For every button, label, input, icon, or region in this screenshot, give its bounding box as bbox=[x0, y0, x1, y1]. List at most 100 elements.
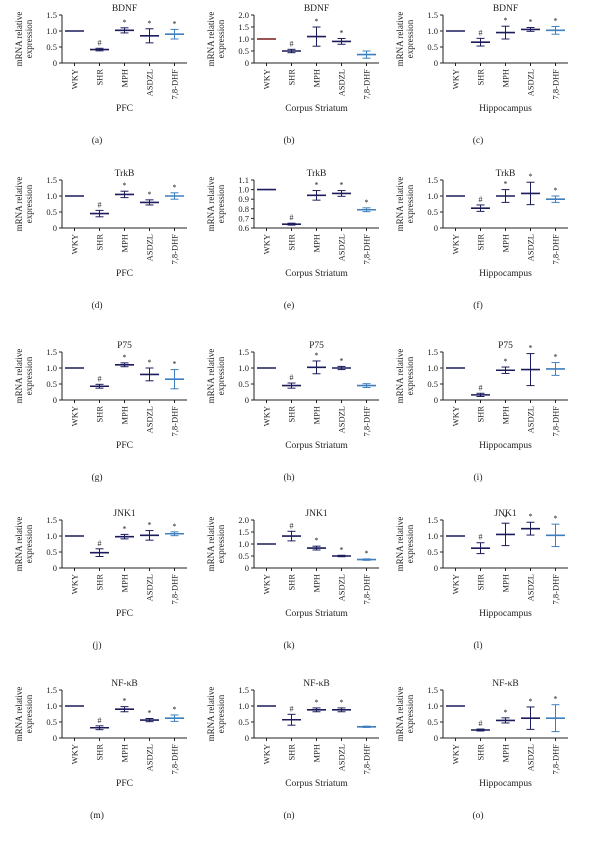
y-axis-label-line2: expression bbox=[405, 694, 415, 733]
significance-hash: # bbox=[290, 521, 294, 530]
significance-star: * bbox=[504, 513, 508, 522]
y-tick-label: 1.5 bbox=[238, 22, 249, 32]
x-tick-label: 7,8-DHF bbox=[170, 574, 180, 605]
y-tick-label: 1.5 bbox=[46, 175, 57, 185]
y-tick-label: 0.5 bbox=[46, 547, 57, 557]
significance-star: * bbox=[173, 522, 177, 531]
significance-star: * bbox=[529, 697, 533, 706]
x-tick-label: MPH bbox=[120, 574, 130, 592]
x-tick-label: 7,8-DHF bbox=[551, 234, 561, 265]
y-axis-label-line1: mRNA relative bbox=[395, 687, 405, 742]
y-tick-label: 0 bbox=[434, 58, 438, 68]
x-tick-label: SHR bbox=[95, 744, 105, 761]
significance-star: * bbox=[554, 353, 558, 362]
panel-title: P75 bbox=[117, 341, 132, 351]
x-axis-title: PFC bbox=[116, 609, 133, 619]
y-axis-label-line2: expression bbox=[24, 694, 34, 733]
x-tick-label: 7,8-DHF bbox=[362, 406, 372, 437]
panel-label: (o) bbox=[472, 810, 483, 821]
x-tick-label: WKY bbox=[451, 406, 461, 426]
x-axis-title: Corpus Striatum bbox=[285, 441, 348, 451]
x-tick-label: SHR bbox=[476, 574, 486, 591]
y-tick-label: 2.0 bbox=[238, 10, 249, 20]
y-tick-label: 0.7 bbox=[238, 213, 249, 223]
x-tick-label: SHR bbox=[476, 744, 486, 761]
panel-label: (a) bbox=[92, 135, 103, 146]
y-tick-label: 1.5 bbox=[427, 685, 438, 695]
panel-title: TrkB bbox=[496, 169, 516, 179]
significance-star: * bbox=[315, 351, 319, 360]
y-tick-label: 0.5 bbox=[238, 46, 249, 56]
significance-star: * bbox=[504, 708, 508, 717]
x-tick-label: WKY bbox=[451, 69, 461, 89]
panel-f: TrkB mRNA relativeexpression 0 0.5 1.0 1.5 WKY… bbox=[395, 169, 568, 311]
y-axis-label: mRNA relativeexpression bbox=[395, 177, 415, 232]
x-tick-label: SHR bbox=[476, 406, 486, 423]
y-axis-label-line1: mRNA relative bbox=[206, 517, 216, 572]
x-tick-label: WKY bbox=[70, 744, 80, 764]
significance-star: * bbox=[123, 697, 127, 706]
y-tick-label: 0 bbox=[53, 58, 57, 68]
y-tick-label: 0.5 bbox=[238, 551, 249, 561]
x-tick-label: WKY bbox=[451, 234, 461, 254]
y-tick-label: 0 bbox=[245, 563, 249, 573]
x-tick-label: SHR bbox=[287, 744, 297, 761]
significance-hash: # bbox=[479, 719, 483, 728]
y-tick-label: 1.0 bbox=[427, 363, 438, 373]
y-tick-label: 1.0 bbox=[46, 26, 57, 36]
significance-star: * bbox=[529, 512, 533, 521]
significance-star: * bbox=[554, 514, 558, 523]
significance-star: * bbox=[365, 198, 369, 207]
x-tick-label: MPH bbox=[501, 406, 511, 424]
y-tick-label: 0.6 bbox=[238, 223, 249, 233]
y-axis-label-line1: mRNA relative bbox=[395, 349, 405, 404]
x-tick-label: 7,8-DHF bbox=[170, 744, 180, 775]
y-tick-label: 1.0 bbox=[427, 531, 438, 541]
x-axis-title: Hippocampus bbox=[479, 441, 532, 451]
panel-h: P75 mRNA relativeexpression 0 0.5 1.0 1.5 WKY S… bbox=[206, 341, 379, 483]
y-tick-label: 2.0 bbox=[238, 515, 249, 525]
x-tick-label: ASDZL bbox=[526, 69, 536, 96]
x-tick-label: SHR bbox=[287, 574, 297, 591]
panel-label: (g) bbox=[91, 472, 102, 483]
y-axis-label: mRNA relativeexpression bbox=[14, 12, 34, 67]
x-tick-label: MPH bbox=[312, 574, 322, 592]
y-axis-label: mRNA relativeexpression bbox=[206, 687, 226, 742]
y-tick-label: 1.0 bbox=[238, 185, 249, 195]
panel-title: TrkB bbox=[307, 169, 327, 179]
significance-star: * bbox=[340, 698, 344, 707]
y-tick-label: 1.5 bbox=[46, 10, 57, 20]
significance-star: * bbox=[173, 19, 177, 28]
significance-star: * bbox=[315, 17, 319, 26]
x-tick-label: MPH bbox=[120, 234, 130, 252]
x-tick-label: 7,8-DHF bbox=[362, 744, 372, 775]
y-tick-label: 0.5 bbox=[238, 379, 249, 389]
y-tick-label: 1.5 bbox=[46, 685, 57, 695]
x-tick-label: WKY bbox=[262, 406, 272, 426]
panel-label: (j) bbox=[93, 640, 102, 651]
significance-star: * bbox=[148, 19, 152, 28]
y-axis-label: mRNA relativeexpression bbox=[206, 517, 226, 572]
x-tick-label: MPH bbox=[120, 406, 130, 424]
panel-b: BDNF mRNA relativeexpression 0 0.5 1.0 1.5 2.0… bbox=[206, 4, 379, 146]
x-tick-label: ASDZL bbox=[145, 744, 155, 771]
panel-title: BDNF bbox=[112, 4, 137, 14]
significance-hash: # bbox=[290, 213, 294, 222]
x-axis-title: Hippocampus bbox=[479, 779, 532, 789]
y-tick-label: 1.5 bbox=[46, 347, 57, 357]
significance-star: * bbox=[365, 549, 369, 558]
y-tick-label: 0.5 bbox=[238, 717, 249, 727]
significance-star: * bbox=[315, 181, 319, 190]
y-axis-label-line1: mRNA relative bbox=[395, 12, 405, 67]
y-tick-label: 1.5 bbox=[238, 527, 249, 537]
panel-label: (b) bbox=[283, 135, 294, 146]
y-axis-label-line1: mRNA relative bbox=[14, 687, 24, 742]
panel-title: P75 bbox=[498, 341, 513, 351]
x-tick-label: WKY bbox=[70, 406, 80, 426]
x-axis-title: PFC bbox=[116, 104, 133, 114]
y-tick-label: 0.5 bbox=[427, 547, 438, 557]
y-axis-label-line2: expression bbox=[405, 524, 415, 563]
y-tick-label: 0 bbox=[434, 733, 438, 743]
y-axis-label-line1: mRNA relative bbox=[14, 177, 24, 232]
y-tick-label: 1.0 bbox=[427, 26, 438, 36]
